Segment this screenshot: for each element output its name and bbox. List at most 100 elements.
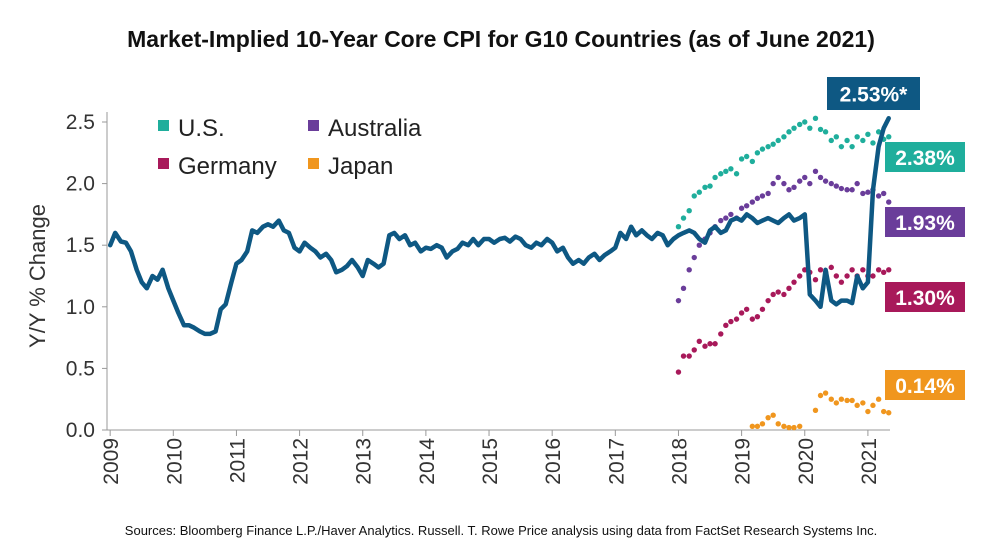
data-point: [849, 267, 855, 273]
data-point: [886, 267, 892, 273]
data-point: [712, 341, 718, 347]
data-point: [797, 178, 803, 184]
data-point: [880, 408, 887, 415]
legend-label: Germany: [178, 153, 277, 180]
value-callout-label: 1.93%: [895, 212, 955, 235]
x-tick-label: 2015: [479, 438, 502, 485]
x-tick-label: 2017: [605, 438, 628, 485]
data-point: [691, 193, 697, 199]
value-callout-label: 0.14%: [895, 375, 955, 398]
data-point: [833, 400, 840, 406]
data-point: [838, 143, 845, 150]
data-point: [765, 143, 771, 150]
data-point: [718, 331, 724, 337]
x-tick-label: 2012: [290, 438, 313, 485]
data-point: [886, 199, 892, 205]
value-callout-label: 2.53%*: [840, 84, 909, 107]
value-callout-box: [885, 282, 965, 312]
data-point: [712, 174, 718, 181]
data-point: [812, 115, 819, 122]
data-point: [743, 203, 750, 209]
data-point: [733, 171, 740, 177]
data-point: [797, 423, 803, 430]
x-tick-label: 2013: [353, 438, 376, 485]
y-tick-label: 2.0: [66, 173, 95, 196]
data-point: [807, 125, 813, 131]
data-point: [812, 407, 819, 413]
data-point: [865, 189, 871, 195]
data-point: [817, 267, 824, 273]
data-point: [775, 137, 781, 144]
x-tick-label: 2016: [542, 438, 565, 485]
data-point: [828, 264, 834, 271]
data-point: [702, 343, 708, 349]
data-point: [854, 134, 860, 140]
data-point: [738, 310, 745, 316]
data-point: [802, 174, 808, 181]
data-point: [691, 254, 697, 261]
data-point: [822, 178, 829, 184]
data-point: [797, 273, 803, 279]
data-point: [860, 137, 866, 144]
data-point: [696, 338, 703, 344]
legend-swatch: [308, 158, 319, 169]
data-point: [828, 180, 834, 187]
value-callout-label: 1.30%: [895, 287, 955, 310]
data-point: [791, 424, 797, 431]
data-point: [770, 412, 776, 418]
data-point: [838, 185, 845, 192]
data-point: [854, 180, 860, 187]
x-tick-label: 2009: [100, 438, 123, 485]
data-point: [738, 156, 745, 162]
line-chart: 0.0 0.5 1.0 1.5 2.0 2.5 Y/Y % Change 2009 2010 20…: [25, 77, 965, 485]
data-point: [860, 267, 866, 273]
chart-title: Market-Implied 10-Year Core CPI for G10 …: [127, 26, 875, 52]
data-point: [828, 137, 834, 144]
data-point: [680, 215, 687, 221]
data-point: [854, 402, 860, 409]
data-point: [675, 224, 682, 230]
data-point: [860, 190, 866, 197]
x-tick-label: 2010: [163, 438, 186, 485]
value-callout-box: [885, 370, 965, 400]
data-point: [786, 187, 792, 193]
data-point: [754, 423, 761, 430]
data-point: [880, 190, 887, 197]
data-point: [865, 131, 871, 138]
data-point: [728, 211, 734, 218]
data-point: [791, 125, 797, 131]
data-point: [765, 414, 771, 421]
x-tick-label: 2021: [858, 438, 881, 485]
data-point: [754, 195, 761, 202]
data-point: [849, 397, 855, 404]
data-point: [880, 269, 887, 276]
value-callout-box: [885, 207, 965, 237]
data-point: [749, 316, 756, 322]
x-tick-label: 2019: [732, 438, 755, 485]
data-point: [728, 318, 734, 325]
data-point: [759, 306, 766, 312]
data-point: [718, 171, 724, 177]
data-point: [822, 390, 829, 396]
data-point: [817, 126, 824, 133]
data-point: [754, 150, 761, 156]
data-point: [844, 137, 850, 144]
data-point: [765, 190, 771, 197]
data-point: [707, 183, 713, 189]
data-point: [870, 402, 876, 409]
data-point: [743, 153, 750, 160]
data-point: [875, 267, 882, 273]
data-point: [781, 134, 787, 140]
data-point: [791, 279, 797, 285]
y-tick-label: 0.0: [66, 419, 95, 442]
data-point: [786, 285, 792, 292]
data-point: [781, 291, 787, 298]
data-point: [680, 285, 687, 292]
data-point: [707, 341, 713, 347]
legend-label: Japan: [328, 153, 393, 180]
data-point: [844, 397, 850, 404]
data-point: [775, 289, 781, 295]
data-point: [675, 369, 682, 375]
value-callout-box: [885, 142, 965, 172]
data-point: [860, 400, 866, 406]
